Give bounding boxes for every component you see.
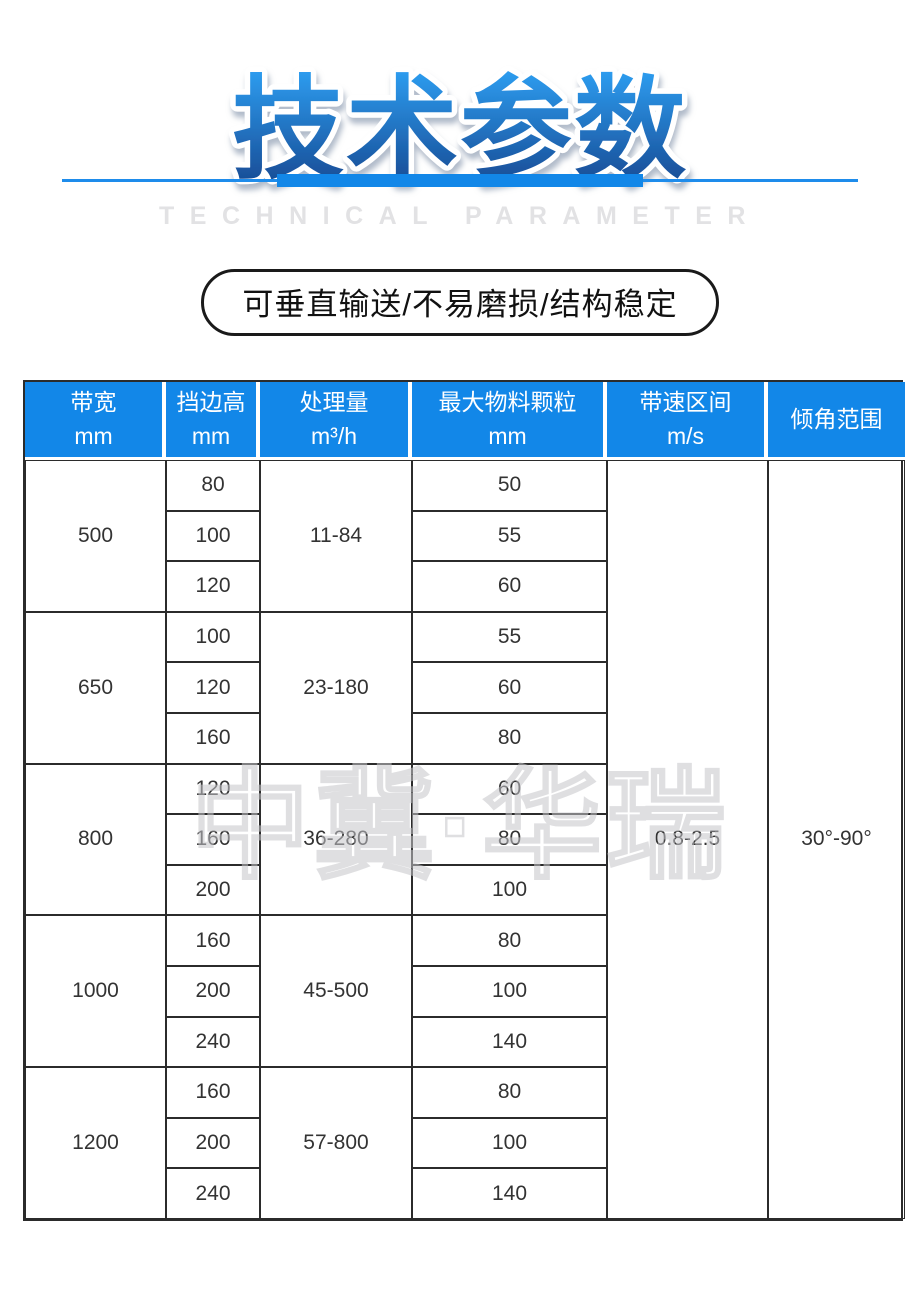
cell-angle-range: 30°-90° (768, 460, 905, 1219)
cell-capacity: 23-180 (260, 611, 412, 764)
badge-row: 可垂直输送/不易磨损/结构稳定 (0, 269, 920, 336)
cell-particle: 140 (412, 1168, 607, 1219)
cell-particle: 100 (412, 1117, 607, 1169)
cell-width-1200: 1200 (25, 1067, 166, 1219)
cell-particle: 60 (412, 662, 607, 713)
cell-width-1000: 1000 (25, 915, 166, 1068)
title-graphic: 技术参数 (227, 62, 692, 198)
cell-edge: 120 (166, 662, 260, 713)
col-header-label: 倾角范围 (790, 405, 883, 432)
cell-edge: 160 (166, 915, 260, 966)
cell-edge: 240 (166, 1016, 260, 1068)
cell-particle: 140 (412, 1016, 607, 1068)
cell-edge: 160 (166, 712, 260, 764)
cell-edge: 100 (166, 510, 260, 562)
col-header-label: 挡边高 (176, 389, 246, 416)
col-header-label: 最大物料颗粒 (438, 389, 577, 416)
divider-thick-bar (277, 174, 643, 187)
cell-particle: 50 (412, 460, 607, 511)
cell-belt-speed: 0.8-2.5 (607, 460, 768, 1219)
col-header-unit: mm (488, 422, 527, 449)
cell-width-500: 500 (25, 460, 166, 612)
page-title: 技术参数 (232, 67, 688, 192)
cell-width-650: 650 (25, 611, 166, 764)
cell-particle: 80 (412, 915, 607, 966)
col-header-edge-height: 挡边高 mm (166, 382, 260, 460)
page-title-block: 技术参数 (0, 0, 920, 198)
cell-edge: 200 (166, 1117, 260, 1169)
cell-edge: 240 (166, 1168, 260, 1219)
col-header-belt-speed: 带速区间 m/s (607, 382, 768, 460)
cell-width-800: 800 (25, 763, 166, 916)
cell-particle: 80 (412, 1067, 607, 1118)
cell-edge: 120 (166, 561, 260, 612)
cell-particle: 55 (412, 611, 607, 663)
cell-capacity: 45-500 (260, 915, 412, 1068)
col-header-unit: m/s (666, 422, 705, 449)
cell-edge: 160 (166, 814, 260, 865)
col-header-label: 处理量 (299, 389, 369, 416)
col-header-capacity: 处理量 m³/h (260, 382, 412, 460)
cell-particle: 60 (412, 763, 607, 815)
cell-edge: 80 (166, 460, 260, 511)
cell-edge: 200 (166, 965, 260, 1017)
col-header-angle-range: 倾角范围 (768, 382, 905, 460)
col-header-unit: mm (191, 422, 231, 449)
cell-particle: 100 (412, 864, 607, 916)
cell-edge: 200 (166, 864, 260, 916)
col-header-label: 带速区间 (639, 389, 732, 416)
cell-capacity: 11-84 (260, 460, 412, 612)
cell-edge: 120 (166, 763, 260, 815)
cell-particle: 100 (412, 965, 607, 1017)
page-subtitle: TECHNICAL PARAMETER (159, 202, 761, 230)
cell-capacity: 57-800 (260, 1067, 412, 1219)
cell-particle: 80 (412, 712, 607, 764)
col-header-max-particle: 最大物料颗粒 mm (412, 382, 607, 460)
cell-particle: 60 (412, 561, 607, 612)
col-header-unit: m³/h (311, 422, 357, 449)
col-header-unit: mm (74, 422, 113, 449)
cell-particle: 55 (412, 510, 607, 562)
feature-badge: 可垂直输送/不易磨损/结构稳定 (201, 269, 719, 336)
col-header-belt-width: 带宽 mm (25, 382, 166, 460)
title-divider (0, 174, 920, 188)
col-header-label: 带宽 (70, 389, 117, 416)
cell-edge: 100 (166, 611, 260, 663)
cell-particle: 80 (412, 814, 607, 865)
cell-edge: 160 (166, 1067, 260, 1118)
spec-table: 带宽 mm 挡边高 mm 处理量 m³/h 最大物料颗粒 mm 带速区间 m/s… (23, 380, 905, 1221)
cell-capacity: 36-280 (260, 763, 412, 916)
